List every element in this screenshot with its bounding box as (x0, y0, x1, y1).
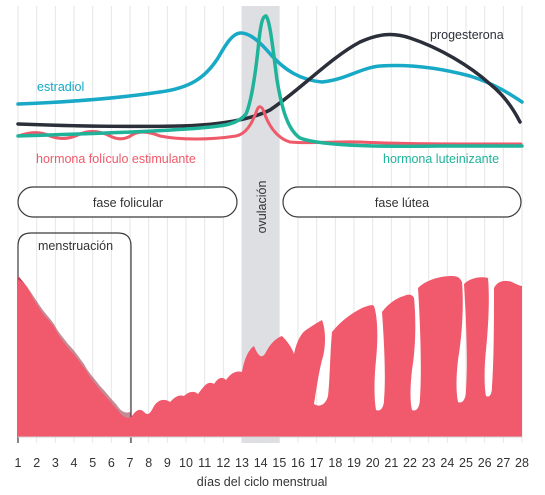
fsh-label: hormona folículo estimulante (36, 152, 196, 166)
day-tick-23: 23 (422, 456, 436, 470)
day-tick-7: 7 (127, 456, 134, 470)
phase-luteal-label: fase lútea (375, 196, 429, 210)
estradiol-label: estradiol (37, 80, 84, 94)
day-tick-21: 21 (384, 456, 398, 470)
estradiol-curve (16, 31, 524, 106)
day-tick-18: 18 (328, 456, 342, 470)
day-tick-16: 16 (291, 456, 305, 470)
day-tick-17: 17 (310, 456, 324, 470)
endometrium-lining (18, 276, 522, 437)
menstruation-box: menstruación (17, 232, 132, 443)
x-axis-label: días del ciclo menstrual (197, 475, 328, 489)
day-tick-20: 20 (366, 456, 380, 470)
day-tick-6: 6 (108, 456, 115, 470)
day-tick-8: 8 (145, 456, 152, 470)
progesterone-label: progesterona (430, 28, 504, 42)
endometrium-shed (18, 276, 132, 437)
day-tick-11: 11 (198, 456, 211, 470)
day-tick-4: 4 (71, 456, 78, 470)
day-tick-9: 9 (164, 456, 171, 470)
day-tick-5: 5 (89, 456, 96, 470)
day-tick-19: 19 (347, 456, 361, 470)
endometrium-regrowth (132, 371, 242, 437)
lh-curve (16, 14, 524, 149)
day-tick-13: 13 (235, 456, 249, 470)
day-tick-15: 15 (272, 456, 286, 470)
endometrium-growth (242, 276, 522, 437)
day-tick-14: 14 (254, 456, 268, 470)
day-tick-22: 22 (403, 456, 417, 470)
day-tick-28: 28 (515, 456, 529, 470)
day-tick-1: 1 (15, 456, 22, 470)
menstruation-label: menstruación (38, 239, 113, 253)
lh-label: hormona luteinizante (383, 152, 499, 166)
endometrium-shed-shadow (18, 276, 132, 418)
ovulation-label: ovulación (255, 181, 269, 234)
day-tick-27: 27 (496, 456, 510, 470)
day-tick-10: 10 (179, 456, 193, 470)
day-tick-24: 24 (440, 456, 454, 470)
day-tick-26: 26 (478, 456, 492, 470)
phase-follicular: fase folicular (17, 186, 238, 218)
day-tick-3: 3 (52, 456, 59, 470)
day-tick-labels: 1 2 3 4 5 6 7 8 9 10 11 12 13 14 15 16 17 18 19 20 21 22 23 24 2… (15, 456, 529, 470)
day-tick-2: 2 (33, 456, 40, 470)
phase-follicular-label: fase folicular (93, 196, 163, 210)
day-tick-12: 12 (216, 456, 230, 470)
phase-luteal: fase lútea (282, 186, 522, 218)
progesterone-curve (16, 32, 522, 129)
day-tick-25: 25 (459, 456, 473, 470)
